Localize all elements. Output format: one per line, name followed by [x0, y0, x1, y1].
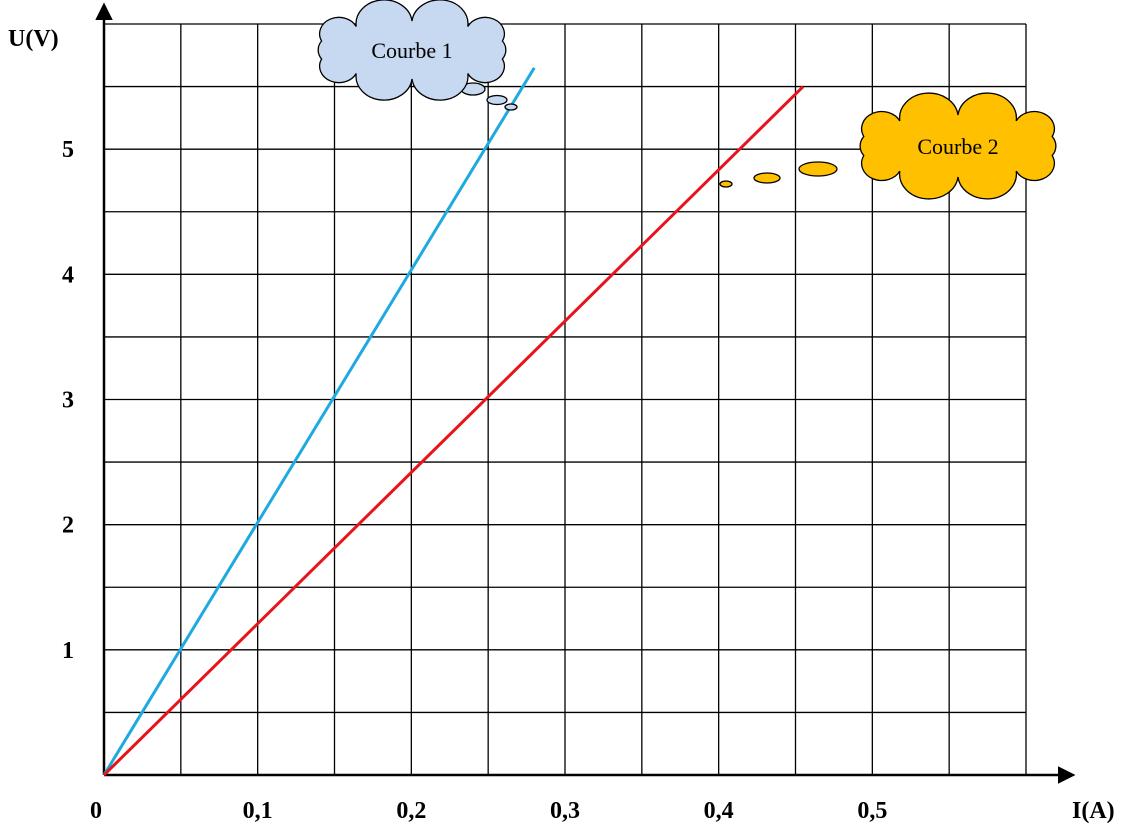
series-line-2 — [102, 85, 805, 777]
annotation-label-2: Courbe 2 — [917, 134, 998, 159]
x-tick-label: 0,3 — [550, 798, 580, 824]
series-lines — [102, 67, 805, 777]
axes — [95, 2, 1076, 784]
thought-bubble — [719, 180, 733, 188]
thought-bubble — [798, 161, 838, 177]
y-tick-label: 5 — [62, 137, 74, 163]
x-tick-label: 0,2 — [396, 798, 426, 824]
y-tick-label: 3 — [62, 388, 74, 414]
annotation-cloud-2 — [859, 92, 1057, 200]
thought-bubble — [486, 94, 508, 106]
thought-bubble — [504, 103, 518, 111]
annotation-label-1: Courbe 1 — [371, 38, 452, 63]
thought-bubble — [753, 172, 781, 184]
series-line-1 — [102, 67, 536, 776]
y-axis-title: U(V) — [8, 26, 59, 52]
x-tick-label: 0,5 — [857, 798, 887, 824]
y-tick-label: 4 — [62, 262, 74, 288]
x-tick-label: 0,4 — [704, 798, 734, 824]
annotation-clouds: Courbe 1 Courbe 2 — [317, 0, 1057, 200]
x-axis-title: I(A) — [1072, 798, 1115, 824]
axis-labels: U(V) I(A) 0 0,1 0,2 0,3 0,4 0,5 1 2 3 4 5 — [8, 26, 1115, 824]
x-tick-label: 0,1 — [243, 798, 273, 824]
x-tick-label: 0 — [90, 798, 102, 824]
annotation-cloud-1 — [317, 0, 507, 101]
y-tick-label: 2 — [62, 513, 74, 539]
y-tick-label: 1 — [62, 638, 74, 664]
